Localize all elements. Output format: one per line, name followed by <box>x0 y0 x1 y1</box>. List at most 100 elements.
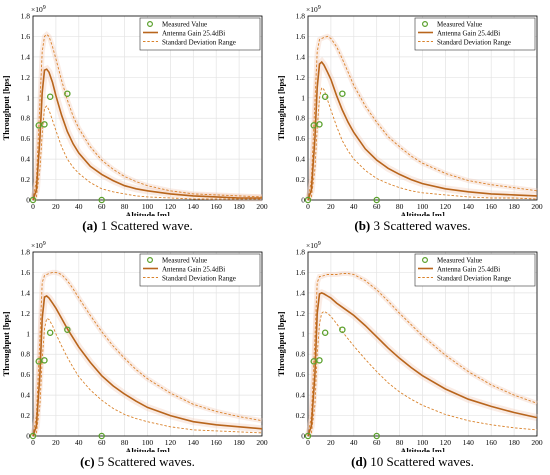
y-tick-label: 1.8 <box>296 12 306 21</box>
y-tick-label: 0.2 <box>296 411 306 420</box>
x-tick-label: 180 <box>508 202 519 211</box>
x-tick-label: 60 <box>373 202 381 211</box>
x-tick-label: 200 <box>531 438 543 447</box>
x-tick-label: 180 <box>233 202 245 211</box>
measured-point <box>304 196 312 204</box>
panel-c: 0 20 40 60 80 100 120 140 160 180 200 0 0.2 0.4 0.6 0.8… <box>0 236 275 473</box>
panel-a: 0 20 40 60 80 100 120 140 160 180 200 0 0.2 0.4 0.6 0.8… <box>0 0 275 237</box>
std-upper-line <box>32 271 263 437</box>
measured-point <box>46 329 54 337</box>
y-tick-label: 1.4 <box>296 52 306 61</box>
y-tick-label: 1.8 <box>21 12 31 21</box>
y-axis-label: Throughput [bps] <box>1 75 11 140</box>
y-tick-label: 0.8 <box>21 350 31 359</box>
axes-frame <box>307 251 538 437</box>
y-tick-label: 0.2 <box>21 411 31 420</box>
y-exponent-power: 9 <box>318 5 321 11</box>
x-tick-label: 140 <box>188 438 200 447</box>
y-exponent-power: 9 <box>43 241 46 247</box>
axes-frame <box>307 15 538 201</box>
x-tick-label: 0 <box>306 202 310 211</box>
legend-entry: Antenna Gain 25.4dBi <box>162 30 225 38</box>
x-tick-label: 80 <box>121 202 129 211</box>
legend-marker-measured <box>422 21 429 28</box>
measured-point <box>321 329 329 337</box>
y-tick-label: 0.8 <box>296 114 306 123</box>
caption-tag: (d) <box>351 454 368 469</box>
y-exponent: ×109 <box>31 5 46 14</box>
x-axis-label: Altitude [m] <box>125 210 170 216</box>
y-exponent-power: 9 <box>318 241 321 247</box>
x-tick-label: 80 <box>396 438 404 447</box>
gain-line <box>32 295 263 437</box>
y-tick-label: 0.2 <box>21 175 31 184</box>
legend-box <box>414 17 536 51</box>
measured-point <box>41 357 48 364</box>
caption-a: (a) 1 Scattered wave. <box>0 218 275 234</box>
y-tick-label: 0.8 <box>21 114 31 123</box>
legend-entry: Standard Deviation Range <box>162 39 236 47</box>
std-lower-line <box>32 317 263 437</box>
caption-c: (c) 5 Scattered waves. <box>0 454 275 470</box>
y-tick-label: 1.8 <box>296 248 306 257</box>
x-tick-label: 40 <box>75 438 83 447</box>
y-tick-label: 0 <box>26 196 30 205</box>
std-lower-line <box>32 105 262 201</box>
measured-point <box>29 432 37 440</box>
x-tick-label: 200 <box>256 438 268 447</box>
caption-text: 10 Scattered waves. <box>370 454 474 469</box>
caption-tag: (c) <box>80 454 95 469</box>
legend-marker-measured <box>147 257 154 264</box>
x-tick-label: 20 <box>327 202 335 211</box>
caption-text: 5 Scattered waves. <box>97 454 195 469</box>
measured-point <box>46 93 54 101</box>
y-tick-label: 0.4 <box>296 155 306 164</box>
axes-frame <box>32 251 263 437</box>
std-upper-line <box>307 273 538 437</box>
measured-point <box>98 432 105 440</box>
x-tick-label: 60 <box>98 202 106 211</box>
y-tick-label: 1.6 <box>296 32 306 41</box>
legend-entry: Standard Deviation Range <box>437 275 511 283</box>
x-tick-label: 0 <box>31 438 35 447</box>
y-tick-label: 0.6 <box>296 370 306 379</box>
y-tick-label: 1 <box>26 329 30 338</box>
measured-point <box>321 93 329 101</box>
legend-marker-measured <box>422 257 429 264</box>
measured-point <box>339 326 346 333</box>
measured-point <box>304 432 312 440</box>
gain-line <box>32 68 262 201</box>
y-tick-label: 1.2 <box>296 73 306 82</box>
legend-entry: Antenna Gain 25.4dBi <box>162 266 225 274</box>
chart-a: 0 20 40 60 80 100 120 140 160 180 200 0 0.2 0.4 0.6 0.8… <box>1 5 268 216</box>
y-tick-label: 1 <box>301 93 305 102</box>
y-tick-label: 0.4 <box>296 391 306 400</box>
gain-line <box>307 292 538 437</box>
y-tick-label: 1.6 <box>21 268 31 277</box>
y-tick-label: 0 <box>301 432 305 441</box>
axes-frame <box>32 15 263 201</box>
panel-d: 0 20 40 60 80 100 120 140 160 180 200 0 0.2 0.4 0.6 0.8… <box>275 236 550 473</box>
x-tick-label: 20 <box>327 438 335 447</box>
x-tick-label: 100 <box>142 202 154 211</box>
measured-point <box>373 432 380 440</box>
x-tick-label: 100 <box>417 202 429 211</box>
x-tick-label: 40 <box>350 202 358 211</box>
x-tick-label: 180 <box>508 438 519 447</box>
measured-point <box>373 196 380 204</box>
std-upper-line <box>32 33 263 201</box>
x-tick-label: 20 <box>52 202 60 211</box>
spread-upper <box>305 33 538 201</box>
panel-b: 0 20 40 60 80 100 120 140 160 180 200 0 0.2 0.4 0.6 0.8… <box>275 0 550 237</box>
y-tick-label: 0.6 <box>21 370 31 379</box>
y-tick-label: 1 <box>301 329 305 338</box>
measured-point <box>29 196 37 204</box>
y-exponent-power: 9 <box>43 5 46 11</box>
legend-entry: Measured Value <box>437 257 482 265</box>
caption-b: (b) 3 Scattered waves. <box>275 218 550 234</box>
y-tick-label: 0.4 <box>21 155 31 164</box>
x-tick-label: 200 <box>256 202 268 211</box>
